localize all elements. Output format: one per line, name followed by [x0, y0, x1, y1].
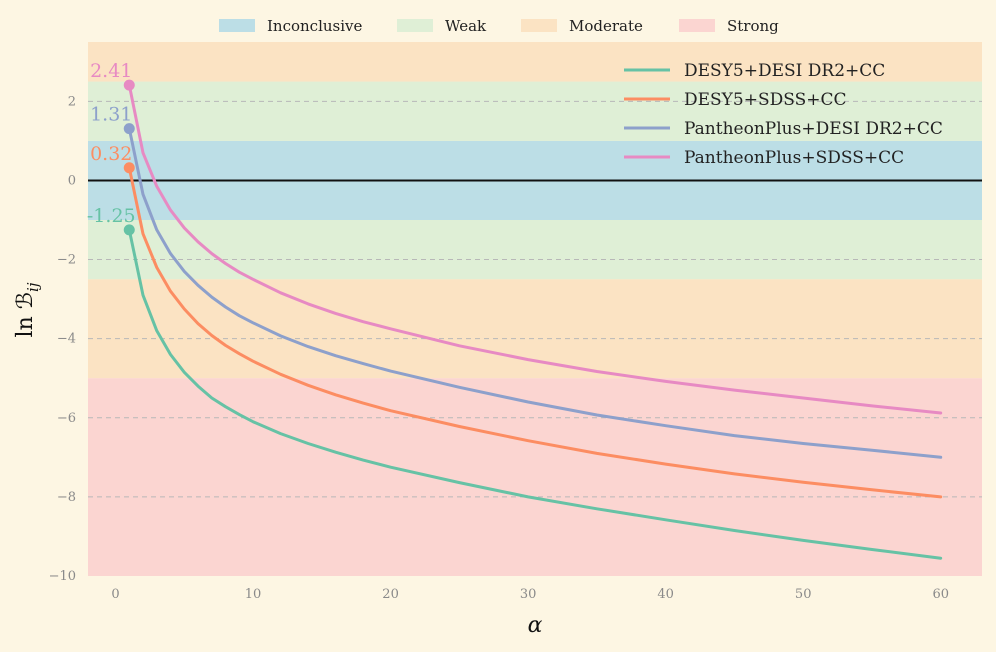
series-endpoint-marker — [123, 123, 135, 135]
y-tick-label: −6 — [57, 411, 76, 426]
y-tick-label: −10 — [49, 569, 76, 584]
series-line — [127, 166, 943, 499]
series-legend-label: PantheonPlus+DESI DR2+CC — [684, 119, 943, 139]
series-legend: DESY5+DESI DR2+CC DESY5+SDSS+CC PantheonPl… — [624, 61, 943, 168]
band-legend-label: Weak — [445, 17, 487, 35]
x-tick-label: 60 — [932, 587, 949, 602]
x-axis-label: α — [528, 613, 543, 638]
axis-ticks: 0 10 20 30 40 50 60 −10 −8 −6 −4 −2 0 2 — [49, 94, 949, 602]
x-tick-label: 30 — [520, 587, 537, 602]
x-tick-label: 10 — [245, 587, 262, 602]
series-legend-label: DESY5+SDSS+CC — [684, 90, 847, 110]
y-tick-label: 0 — [68, 173, 76, 188]
gridlines — [88, 100, 982, 498]
series-line — [127, 228, 943, 560]
band-weak — [88, 220, 982, 280]
x-tick-label: 20 — [382, 587, 399, 602]
series-endpoint-marker — [123, 224, 135, 236]
x-tick-label: 0 — [111, 587, 119, 602]
series-lines: -1.25 0.32 1.31 2.41 — [87, 60, 943, 560]
y-axis-label: ln ℬij — [13, 282, 42, 337]
series-endpoint-label: 0.32 — [90, 143, 132, 165]
y-tick-label: −8 — [57, 490, 76, 505]
series-endpoint-label: 2.41 — [90, 60, 132, 82]
band-legend-swatch — [521, 19, 557, 32]
x-tick-label: 40 — [657, 587, 674, 602]
y-axis-label-main: ln ℬ — [13, 292, 38, 338]
band-legend-label: Moderate — [569, 17, 643, 35]
series-endpoint-marker — [123, 79, 135, 91]
evidence-bands — [88, 42, 982, 576]
y-axis-label-sub: ij — [24, 282, 42, 292]
y-tick-label: −2 — [57, 253, 76, 268]
series-legend-label: PantheonPlus+SDSS+CC — [684, 148, 904, 168]
series-endpoint-label: 1.31 — [90, 104, 132, 126]
y-tick-label: 2 — [68, 94, 76, 109]
x-tick-label: 50 — [795, 587, 812, 602]
band-legend: Inconclusive Weak Moderate Strong — [219, 17, 779, 35]
series-endpoint-marker — [123, 162, 135, 174]
band-legend-label: Inconclusive — [267, 17, 363, 35]
series-line — [127, 83, 943, 415]
y-tick-label: −4 — [57, 332, 76, 347]
band-legend-swatch — [679, 19, 715, 32]
series-line — [127, 127, 943, 459]
band-legend-swatch — [397, 19, 433, 32]
band-moderate — [88, 279, 982, 379]
band-moderate — [88, 42, 982, 82]
band-legend-swatch — [219, 19, 255, 32]
band-weak — [88, 81, 982, 141]
series-endpoint-label: -1.25 — [87, 205, 136, 227]
band-legend-label: Strong — [727, 17, 779, 35]
series-legend-label: DESY5+DESI DR2+CC — [684, 61, 885, 81]
